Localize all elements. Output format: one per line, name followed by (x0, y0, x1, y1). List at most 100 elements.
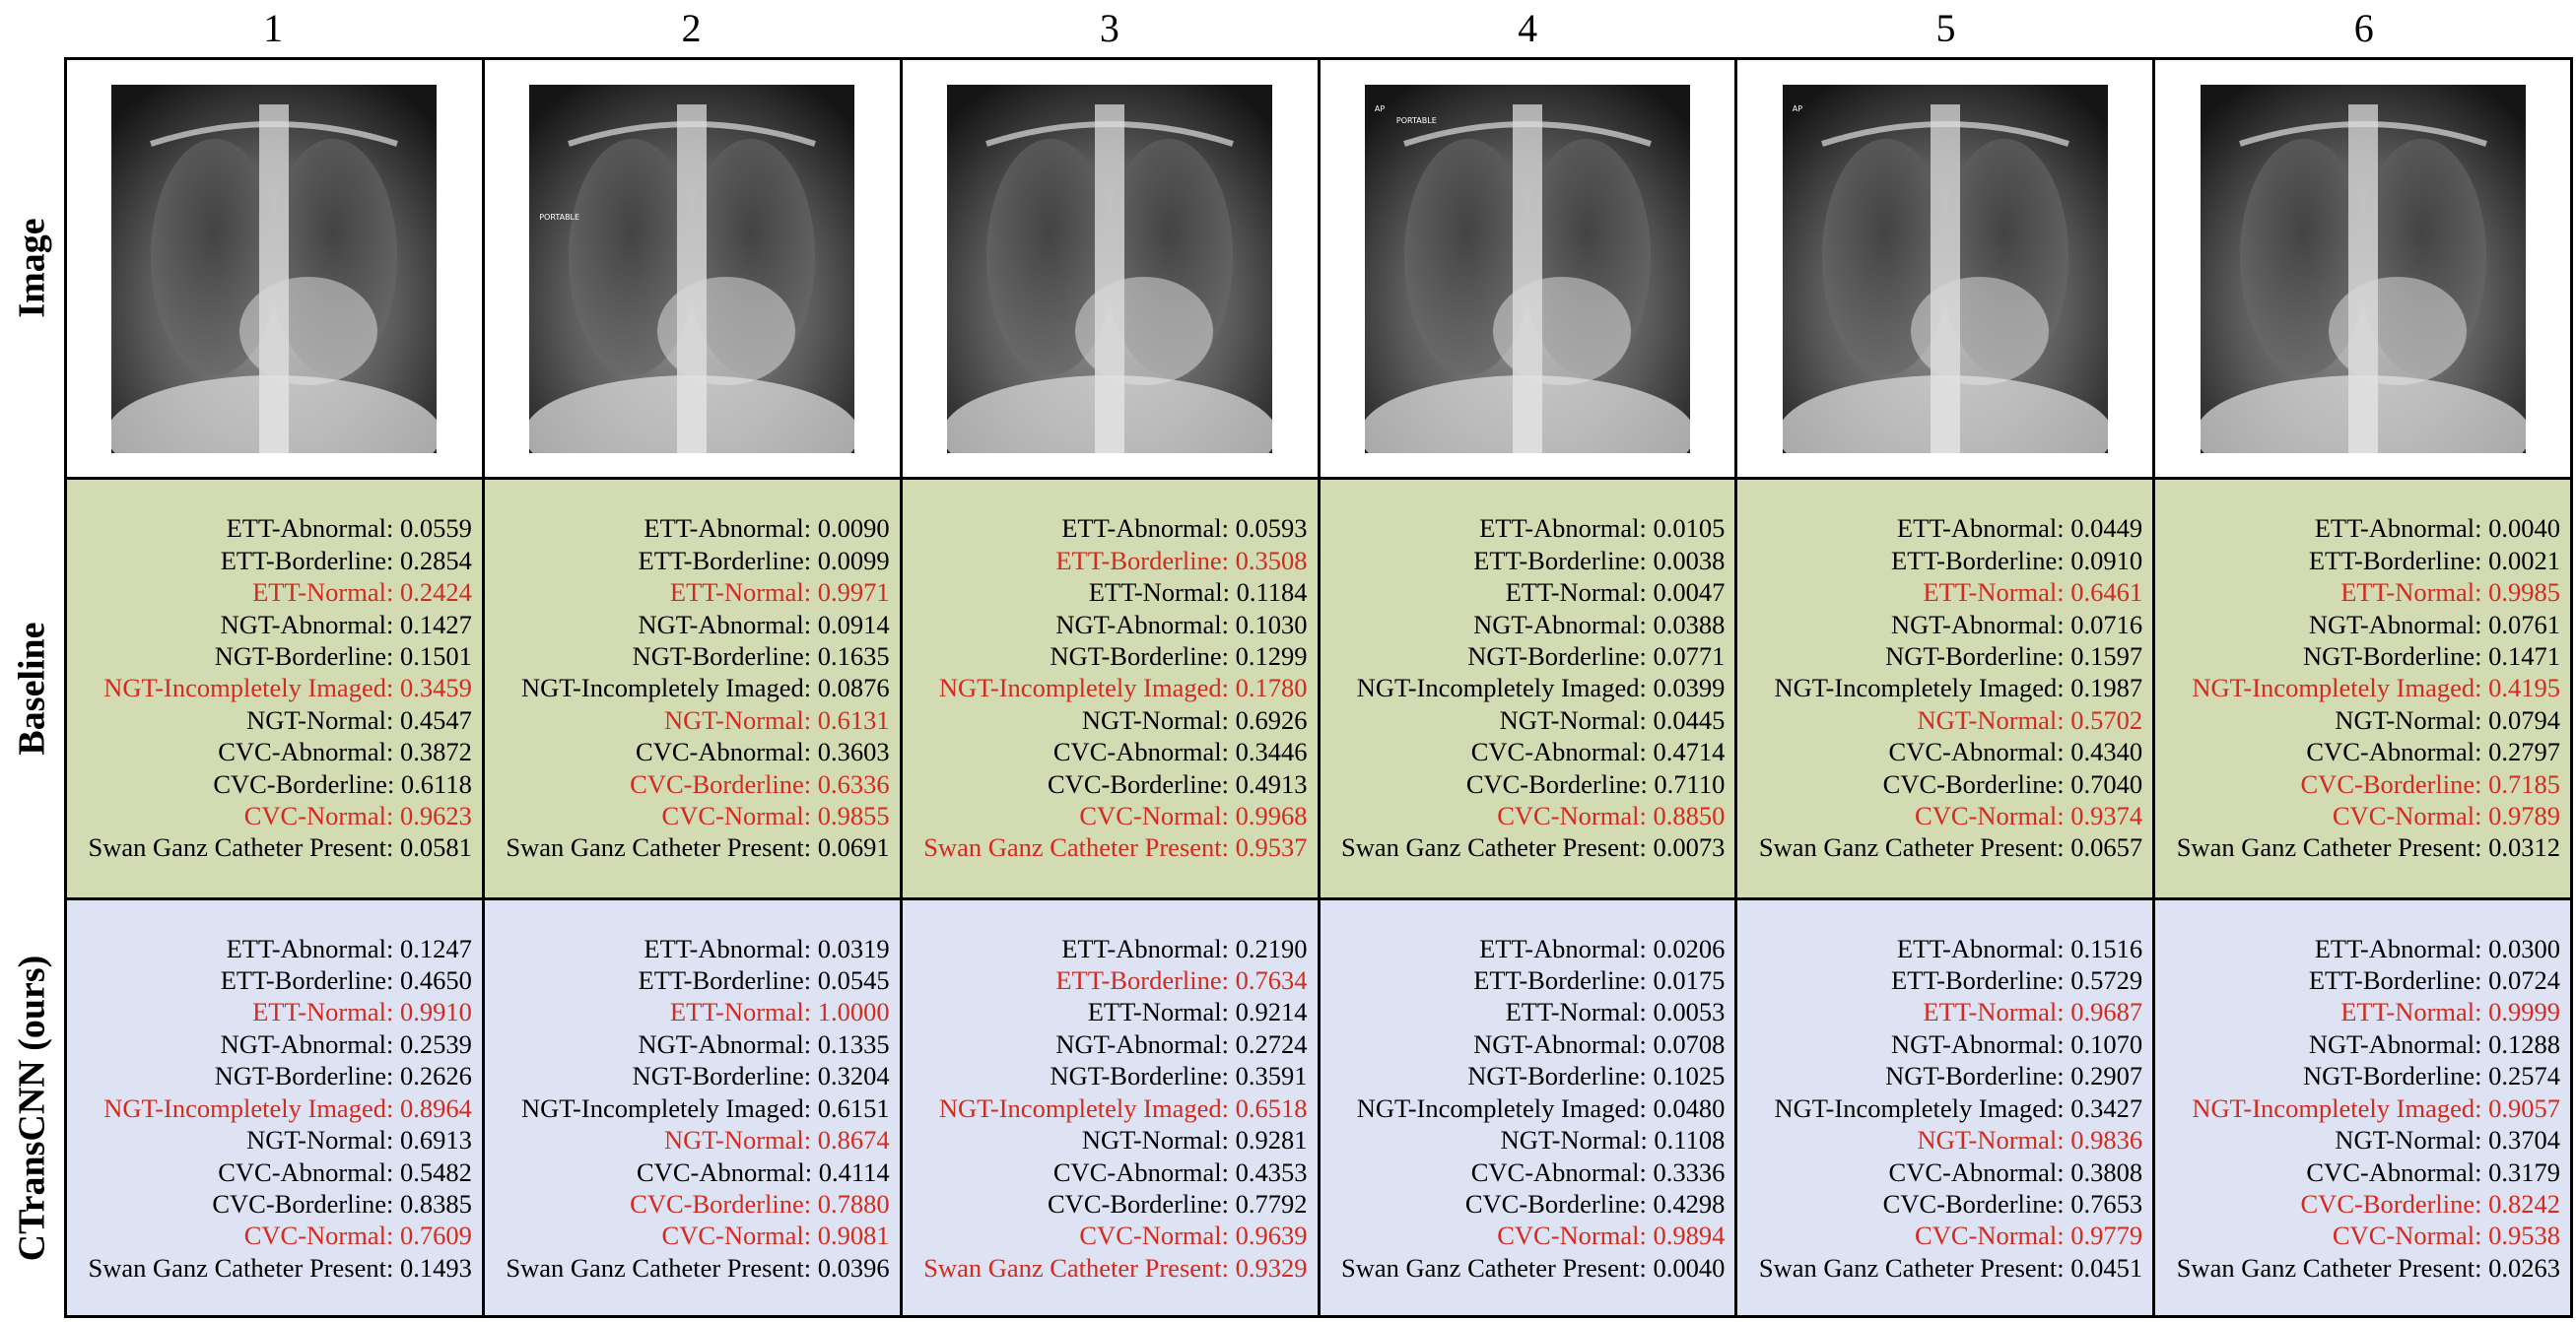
ours-scores-cell: ETT-Abnormal: 0.0319 ETT-Borderline: 0.05… (484, 899, 903, 1318)
score-line: NGT-Borderline: 0.1025 (1467, 1061, 1726, 1091)
score-line: NGT-Incompletely Imaged: 0.0399 (1356, 673, 1726, 703)
column-number: 6 (2353, 6, 2374, 50)
score-line: NGT-Borderline: 0.3591 (1050, 1061, 1308, 1091)
score-line: NGT-Abnormal: 0.2724 (1055, 1028, 1308, 1059)
score-list: ETT-Abnormal: 0.1516 ETT-Borderline: 0.57… (1759, 933, 2142, 1284)
chest-xray-image: AP PORTABLE (1364, 84, 1690, 453)
score-line: CVC-Borderline: 0.8385 (212, 1188, 472, 1219)
score-line: NGT-Borderline: 0.1501 (214, 640, 472, 671)
xray-image-cell (67, 60, 485, 481)
score-line: ETT-Abnormal: 0.0090 (644, 513, 890, 544)
score-list: ETT-Abnormal: 0.2190 ETT-Borderline: 0.76… (923, 933, 1307, 1284)
score-line: ETT-Borderline: 0.0910 (1891, 545, 2143, 575)
column-number: 4 (1518, 6, 1538, 50)
score-line-highlighted: NGT-Normal: 0.5702 (1917, 704, 2143, 735)
row-label-text: CTransCNN (ours) (11, 955, 53, 1262)
score-line-highlighted: ETT-Normal: 0.9687 (1923, 997, 2143, 1027)
results-grid: PORTABLE AP PORTABLE AP ETT-Abnormal: 0.0559… (64, 57, 2573, 1318)
score-line-highlighted: CVC-Normal: 0.9894 (1497, 1221, 1726, 1251)
score-line: CVC-Abnormal: 0.3446 (1052, 737, 1308, 767)
score-line: Swan Ganz Catheter Present: 0.0691 (506, 832, 890, 863)
row-labels: Image Baseline CTransCNN (ours) (0, 57, 64, 1318)
score-line: ETT-Borderline: 0.0038 (1473, 545, 1726, 575)
chest-xray-image (111, 84, 438, 453)
score-list: ETT-Abnormal: 0.0105 ETT-Borderline: 0.00… (1341, 512, 1725, 863)
score-line-highlighted: Swan Ganz Catheter Present: 0.9537 (923, 832, 1308, 863)
score-line: ETT-Borderline: 0.0175 (1473, 965, 1726, 996)
score-line: ETT-Abnormal: 0.0300 (2314, 933, 2560, 963)
column-number: 2 (681, 6, 702, 50)
xray-overlay-text: PORTABLE (539, 212, 580, 222)
score-line: NGT-Abnormal: 0.0708 (1473, 1028, 1726, 1059)
score-line: NGT-Abnormal: 0.1070 (1890, 1028, 2143, 1059)
score-line: ETT-Normal: 0.0047 (1505, 577, 1726, 608)
score-line: Swan Ganz Catheter Present: 0.0073 (1341, 832, 1726, 863)
score-list: ETT-Abnormal: 0.0040 ETT-Borderline: 0.00… (2177, 512, 2560, 863)
score-line-highlighted: CVC-Normal: 0.9538 (2332, 1221, 2560, 1251)
score-line-highlighted: ETT-Normal: 0.2424 (252, 577, 472, 608)
score-line: ETT-Borderline: 0.0545 (638, 965, 890, 996)
score-line-highlighted: NGT-Normal: 0.6131 (663, 704, 890, 735)
score-line-highlighted: ETT-Borderline: 0.7634 (1055, 965, 1308, 996)
score-line: NGT-Abnormal: 0.1427 (220, 609, 472, 639)
score-line-highlighted: NGT-Incompletely Imaged: 0.1780 (938, 673, 1308, 703)
baseline-scores-cell: ETT-Abnormal: 0.0090 ETT-Borderline: 0.00… (484, 480, 903, 900)
ours-scores-cell: ETT-Abnormal: 0.1516 ETT-Borderline: 0.57… (1737, 899, 2156, 1318)
column-numbers: 1 2 3 4 5 6 (64, 0, 2573, 57)
score-list: ETT-Abnormal: 0.0090 ETT-Borderline: 0.00… (506, 512, 889, 863)
chest-xray-image: PORTABLE (529, 84, 855, 453)
score-line: ETT-Borderline: 0.4650 (220, 965, 472, 996)
score-line-highlighted: ETT-Borderline: 0.3508 (1055, 545, 1308, 575)
score-line: CVC-Abnormal: 0.3872 (218, 737, 472, 767)
score-line: ETT-Abnormal: 0.0449 (1896, 513, 2143, 544)
score-line: Swan Ganz Catheter Present: 0.0657 (1758, 832, 2143, 863)
baseline-scores-cell: ETT-Abnormal: 0.0449 ETT-Borderline: 0.09… (1737, 480, 2156, 900)
score-line: ETT-Abnormal: 0.0040 (2314, 513, 2560, 544)
score-line: NGT-Normal: 0.0445 (1499, 704, 1726, 735)
score-line: ETT-Normal: 0.0053 (1505, 997, 1726, 1027)
score-line: NGT-Incompletely Imaged: 0.3427 (1774, 1092, 2143, 1123)
baseline-scores-cell: ETT-Abnormal: 0.0040 ETT-Borderline: 0.00… (2155, 480, 2573, 900)
score-line: NGT-Abnormal: 0.0761 (2308, 609, 2560, 639)
score-line: Swan Ganz Catheter Present: 0.0451 (1758, 1252, 2143, 1283)
score-line: CVC-Borderline: 0.7792 (1048, 1188, 1308, 1219)
score-line-highlighted: ETT-Normal: 0.9985 (2340, 577, 2560, 608)
score-line: CVC-Abnormal: 0.3808 (1888, 1157, 2143, 1187)
score-line: NGT-Incompletely Imaged: 0.0876 (521, 673, 890, 703)
ours-scores-cell: ETT-Abnormal: 0.0206 ETT-Borderline: 0.01… (1320, 899, 1738, 1318)
score-line: ETT-Borderline: 0.5729 (1891, 965, 2143, 996)
score-line: NGT-Normal: 0.6926 (1081, 704, 1308, 735)
score-line-highlighted: ETT-Normal: 0.9971 (669, 577, 890, 608)
xray-image-cell (902, 60, 1321, 481)
score-line-highlighted: ETT-Normal: 1.0000 (669, 997, 890, 1027)
row-label-image: Image (0, 57, 64, 478)
xray-image-cell: AP PORTABLE (1320, 60, 1738, 481)
score-line: Swan Ganz Catheter Present: 0.0263 (2176, 1252, 2560, 1283)
column-number: 3 (1099, 6, 1119, 50)
ours-scores-cell: ETT-Abnormal: 0.1247 ETT-Borderline: 0.46… (67, 899, 485, 1318)
score-line: CVC-Abnormal: 0.3179 (2306, 1157, 2560, 1187)
score-line-highlighted: CVC-Normal: 0.9789 (2332, 800, 2560, 830)
score-line: NGT-Abnormal: 0.0716 (1890, 609, 2143, 639)
score-line-highlighted: CVC-Normal: 0.9623 (243, 800, 472, 830)
score-line: NGT-Normal: 0.3704 (2335, 1125, 2560, 1156)
ours-scores-cell: ETT-Abnormal: 0.2190 ETT-Borderline: 0.76… (902, 899, 1321, 1318)
score-line: ETT-Borderline: 0.2854 (220, 545, 472, 575)
score-line: NGT-Normal: 0.0794 (2335, 704, 2560, 735)
score-line: ETT-Abnormal: 0.2190 (1061, 933, 1308, 963)
score-list: ETT-Abnormal: 0.0449 ETT-Borderline: 0.09… (1759, 512, 2142, 863)
score-line: NGT-Abnormal: 0.0388 (1473, 609, 1726, 639)
score-line: CVC-Abnormal: 0.4114 (637, 1157, 890, 1187)
score-line-highlighted: CVC-Borderline: 0.8242 (2300, 1188, 2561, 1219)
score-line: NGT-Borderline: 0.1635 (632, 640, 890, 671)
score-list: ETT-Abnormal: 0.0319 ETT-Borderline: 0.05… (506, 933, 889, 1284)
score-line: NGT-Borderline: 0.0771 (1467, 640, 1726, 671)
xray-overlay-text: AP (1374, 103, 1386, 113)
score-line: NGT-Normal: 0.4547 (246, 704, 472, 735)
score-line: NGT-Abnormal: 0.1030 (1055, 609, 1308, 639)
score-line: ETT-Abnormal: 0.1247 (226, 933, 472, 963)
score-line: ETT-Borderline: 0.0099 (638, 545, 890, 575)
score-line-highlighted: ETT-Normal: 0.6461 (1923, 577, 2143, 608)
score-line: ETT-Abnormal: 0.0593 (1061, 513, 1308, 544)
score-line-highlighted: CVC-Normal: 0.9855 (661, 800, 890, 830)
